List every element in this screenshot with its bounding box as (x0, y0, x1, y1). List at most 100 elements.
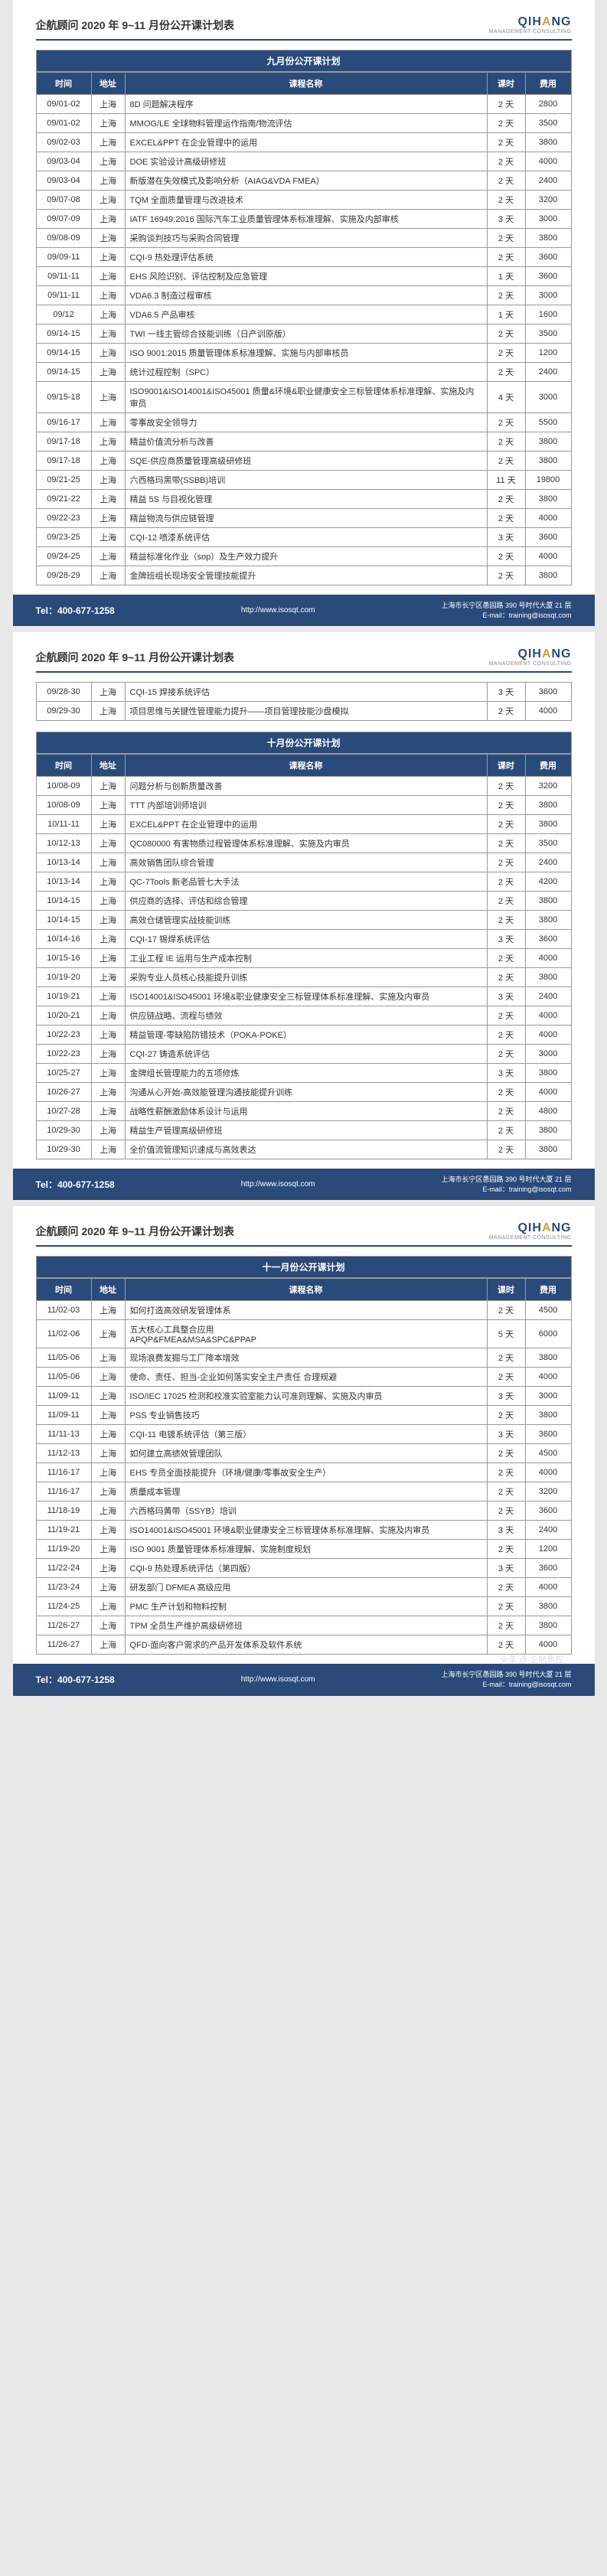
table-row: 09/28-29上海金牌班组长现场安全管理技能提升2 天3800 (36, 566, 571, 585)
table-row: 10/13-14上海高效销售团队综合管理2 天2400 (36, 853, 571, 872)
cell-fee: 3800 (525, 1064, 571, 1083)
cell-loc: 上海 (91, 547, 125, 566)
cell-fee: 3600 (525, 1425, 571, 1444)
cell-name: TTT 内部培训师培训 (125, 796, 487, 815)
cell-time: 11/23-24 (36, 1578, 91, 1597)
cell-time: 11/16-17 (36, 1463, 91, 1482)
cell-days: 1 天 (487, 267, 525, 286)
table-row: 09/03-04上海DOE 实验设计高级研修班2 天4000 (36, 152, 571, 171)
cell-time: 09/21-25 (36, 471, 91, 490)
cell-time: 11/16-17 (36, 1482, 91, 1502)
cell-name: 质量成本管理 (125, 1482, 487, 1502)
cell-days: 2 天 (487, 1406, 525, 1425)
table-row: 09/07-08上海TQM 全面质量管理与改进技术2 天3200 (36, 191, 571, 210)
cell-name: 六西格玛黄带（SSYB）培训 (125, 1502, 487, 1521)
cell-fee: 4000 (525, 1026, 571, 1045)
col-name: 课程名称 (125, 73, 487, 95)
cell-days: 2 天 (487, 452, 525, 471)
table-row: 10/08-09上海问题分析与创新质量改善2 天3200 (36, 777, 571, 796)
table-row: 11/22-24上海CQI-9 热处理系统评估（第四版）3 天3600 (36, 1559, 571, 1578)
table-row: 09/17-18上海精益价值流分析与改善2 天3800 (36, 432, 571, 452)
cell-days: 2 天 (487, 114, 525, 133)
cell-time: 10/22-23 (36, 1045, 91, 1064)
cell-time: 09/28-30 (36, 683, 91, 702)
page-header: 企航顾问 2020 年 9~11 月份公开课计划表QIHANGMANAGEMEN… (36, 1221, 572, 1247)
cell-name: TWI 一线主管综合技能训练（日产训原版） (125, 324, 487, 344)
table-row: 09/15-18上海ISO9001&ISO14001&ISO45001 质量&环… (36, 382, 571, 413)
table-row: 10/22-23上海CQI-27 铸造系统评估2 天3000 (36, 1045, 571, 1064)
cell-loc: 上海 (91, 1121, 125, 1140)
cell-time: 10/14-15 (36, 911, 91, 930)
cell-name: 精益物流与供应链管理 (125, 509, 487, 528)
cell-loc: 上海 (91, 1348, 125, 1368)
cell-name: EXCEL&PPT 在企业管理中的运用 (125, 133, 487, 152)
cell-days: 2 天 (487, 1301, 525, 1320)
cell-fee: 3500 (525, 324, 571, 344)
cell-days: 3 天 (487, 1387, 525, 1406)
cell-days: 2 天 (487, 286, 525, 305)
cell-fee: 3200 (525, 191, 571, 210)
section-title: 十一月份公开课计划 (36, 1256, 572, 1278)
cell-loc: 上海 (91, 1026, 125, 1045)
cell-fee: 3800 (525, 452, 571, 471)
cell-days: 2 天 (487, 1026, 525, 1045)
table-row: 11/23-24上海研发部门 DFMEA 高级应用2 天4000 (36, 1578, 571, 1597)
table-row: 09/28-30上海CQI-15 焊接系统评估3 天3600 (36, 683, 571, 702)
table-row: 10/11-11上海EXCEL&PPT 在企业管理中的运用2 天3800 (36, 815, 571, 834)
cell-time: 11/24-25 (36, 1597, 91, 1616)
cell-name: QFD-面向客户需求的产品开发体系及软件系统 (125, 1635, 487, 1655)
col-name: 课程名称 (125, 1279, 487, 1301)
schedule-table: 时间地址课程名称课时费用11/02-03上海如何打造高效研发管理体系2 天450… (36, 1278, 572, 1655)
page-footer: Tel：400-677-1258http://www.isosqt.com上海市… (13, 1169, 595, 1200)
cell-name: CQI-11 电镀系统评估（第三版） (125, 1425, 487, 1444)
cell-days: 2 天 (487, 1463, 525, 1482)
col-fee: 费用 (525, 1279, 571, 1301)
cell-time: 09/07-09 (36, 210, 91, 229)
table-row: 09/24-25上海精益标准化作业（sop）及生产效力提升2 天4000 (36, 547, 571, 566)
cell-fee: 3800 (525, 892, 571, 911)
cell-loc: 上海 (91, 1425, 125, 1444)
cell-fee: 3600 (525, 528, 571, 547)
cell-name: 如何建立高绩效管理团队 (125, 1444, 487, 1463)
cell-name: CQI-9 热处理系统评估（第四版） (125, 1559, 487, 1578)
cell-days: 2 天 (487, 968, 525, 987)
cell-time: 09/08-09 (36, 229, 91, 248)
cell-days: 2 天 (487, 1597, 525, 1616)
col-loc: 地址 (91, 755, 125, 777)
cell-fee: 3000 (525, 1045, 571, 1064)
cell-time: 10/20-21 (36, 1006, 91, 1026)
cell-time: 10/08-09 (36, 777, 91, 796)
cell-name: ISO/IEC 17025 检测和校准实验室能力认可准则理解、实施及内审员 (125, 1387, 487, 1406)
cell-days: 3 天 (487, 1425, 525, 1444)
table-row: 09/01-02上海MMOG/LE 全球物料管理运作指南/物流评估2 天3500 (36, 114, 571, 133)
cell-name: 零事故安全领导力 (125, 413, 487, 432)
cell-days: 3 天 (487, 1559, 525, 1578)
cell-fee: 3800 (525, 133, 571, 152)
cell-name: ISO14001&ISO45001 环境&职业健康安全三标管理体系标准理解、实施… (125, 987, 487, 1006)
cell-days: 11 天 (487, 471, 525, 490)
cell-days: 2 天 (487, 1482, 525, 1502)
cell-loc: 上海 (91, 363, 125, 382)
cell-fee: 3000 (525, 1387, 571, 1406)
schedule-table: 09/28-30上海CQI-15 焊接系统评估3 天360009/29-30上海… (36, 682, 572, 721)
cell-days: 2 天 (487, 1444, 525, 1463)
cell-fee: 3600 (525, 1559, 571, 1578)
cell-name: 采购谈判技巧与采购合同管理 (125, 229, 487, 248)
cell-fee: 3800 (525, 1616, 571, 1635)
cell-days: 2 天 (487, 344, 525, 363)
footer-url: http://www.isosqt.com (241, 1675, 315, 1684)
cell-name: ISO9001&ISO14001&ISO45001 质量&环境&职业健康安全三标… (125, 382, 487, 413)
cell-loc: 上海 (91, 471, 125, 490)
cell-days: 3 天 (487, 930, 525, 949)
cell-time: 09/14-15 (36, 324, 91, 344)
cell-time: 09/17-18 (36, 432, 91, 452)
cell-loc: 上海 (91, 1102, 125, 1121)
table-row: 11/09-11上海PSS 专业销售技巧2 天3800 (36, 1406, 571, 1425)
cell-time: 09/14-15 (36, 344, 91, 363)
page-title: 企航顾问 2020 年 9~11 月份公开课计划表 (36, 1224, 234, 1239)
cell-loc: 上海 (91, 305, 125, 324)
cell-days: 4 天 (487, 382, 525, 413)
cell-loc: 上海 (91, 566, 125, 585)
cell-loc: 上海 (91, 114, 125, 133)
table-row: 11/11-13上海CQI-11 电镀系统评估（第三版）3 天3600 (36, 1425, 571, 1444)
